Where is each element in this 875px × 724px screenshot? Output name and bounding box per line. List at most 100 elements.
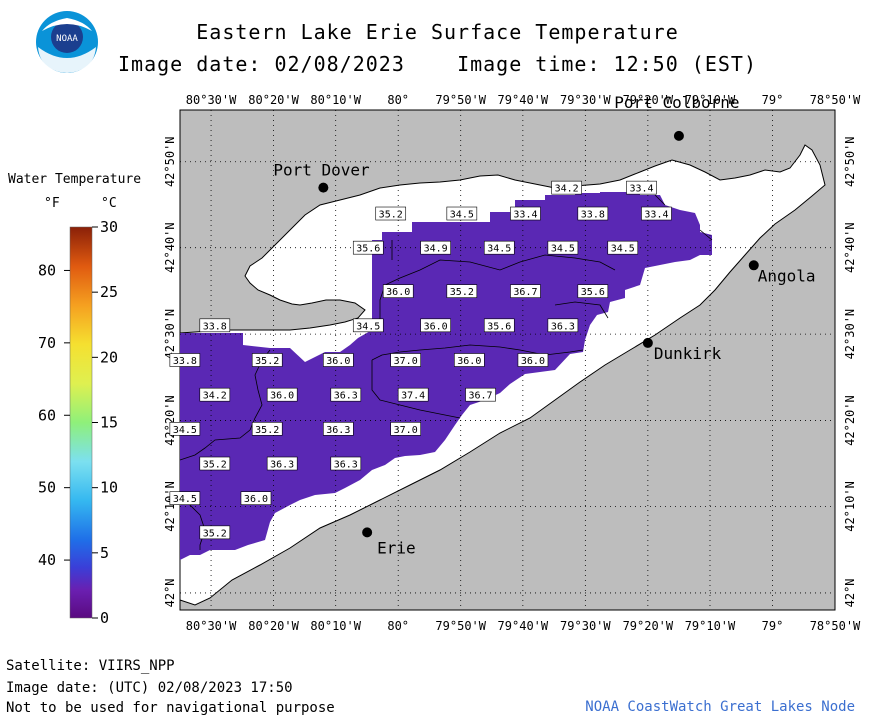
lat-tick-label-right: 42°10'N [843, 481, 857, 532]
temperature-value: 33.4 [629, 184, 653, 195]
lat-tick-label-left: 42°20'N [163, 395, 177, 446]
temperature-value: 35.2 [203, 460, 227, 471]
temperature-value: 34.5 [356, 321, 380, 332]
temperature-label: 35.6 [577, 284, 609, 298]
temperature-label: 34.2 [199, 387, 231, 402]
lat-tick-label-left: 42°40'N [163, 222, 177, 273]
temperature-label: 34.5 [547, 240, 579, 255]
temperature-label: 36.0 [323, 353, 354, 367]
lon-tick-label-top: 80°20'W [248, 93, 299, 107]
city-dot [362, 527, 373, 538]
temperature-value: 35.6 [581, 287, 605, 298]
lon-tick-label-top: 79°20'W [623, 93, 674, 107]
footer-satellite: Satellite: VIIRS_NPP [6, 658, 175, 674]
legend-tick-f: 70 [38, 334, 56, 352]
temperature-value: 36.7 [513, 287, 537, 298]
footer-credit: NOAA CoastWatch Great Lakes Node [585, 699, 855, 715]
temperature-value: 35.2 [379, 210, 403, 221]
legend-tick-f: 80 [38, 261, 56, 279]
city-dot [642, 337, 653, 348]
temperature-value: 36.7 [469, 391, 493, 402]
temperature-label: 35.2 [199, 456, 231, 471]
temperature-label: 36.7 [510, 284, 541, 298]
temperature-label: 33.4 [641, 206, 672, 221]
lon-tick-label-bottom: 80°30'W [186, 619, 237, 633]
legend-tick-c: 20 [100, 348, 118, 366]
temperature-label: 36.0 [420, 318, 451, 332]
city-name: Erie [377, 538, 416, 557]
temperature-label: 34.5 [169, 491, 201, 505]
lat-tick-label-left: 42°50'N [163, 136, 177, 187]
lon-tick-label-bottom: 78°50'W [810, 619, 861, 633]
lon-tick-label-top: 79° [762, 93, 784, 107]
footer-image-date-utc: Image date: (UTC) 02/08/2023 17:50 [6, 680, 293, 696]
temperature-value: 36.0 [326, 356, 350, 367]
map-title: Eastern Lake Erie Surface Temperature [196, 20, 679, 44]
temperature-label: 37.4 [397, 387, 429, 402]
lat-tick-label-left: 42°30'N [163, 309, 177, 360]
temperature-value: 33.8 [203, 321, 227, 332]
temperature-value: 33.8 [581, 210, 605, 221]
lon-tick-label-bottom: 79°20'W [623, 619, 674, 633]
lat-tick-label-left: 42°10'N [163, 481, 177, 532]
temperature-label: 33.8 [577, 206, 609, 221]
temperature-value: 33.4 [644, 210, 668, 221]
lon-tick-label-bottom: 80°10'W [310, 619, 361, 633]
temperature-value: 35.2 [255, 425, 279, 436]
city-dot [318, 182, 329, 193]
temperature-value: 33.4 [513, 210, 537, 221]
temperature-value: 35.6 [356, 244, 380, 255]
image-date-label: Image date: 02/08/2023 [117, 52, 405, 76]
city-marker: Port Dover [273, 161, 370, 193]
temperature-label: 33.8 [199, 318, 231, 332]
temperature-label: 34.5 [169, 422, 201, 436]
legend-unit-c: °C [101, 196, 117, 211]
lat-tick-label-left: 42°N [163, 578, 177, 607]
temperature-value: 37.0 [394, 356, 418, 367]
temperature-label: 36.3 [547, 318, 579, 332]
temperature-label: 33.8 [169, 353, 201, 367]
temperature-value: 36.3 [551, 321, 575, 332]
temperature-value: 36.3 [334, 391, 358, 402]
lake-water [179, 144, 826, 606]
lon-tick-label-top: 78°50'W [810, 93, 861, 107]
lon-tick-label-top: 79°40'W [498, 93, 549, 107]
city-dot [748, 260, 759, 271]
city-marker: Port Colborne [614, 93, 740, 141]
city-marker: Erie [362, 527, 416, 557]
legend-tick-f: 50 [38, 479, 56, 497]
temperature-label: 35.2 [251, 353, 283, 367]
temperature-label: 36.0 [517, 353, 549, 367]
temperature-value: 36.0 [424, 321, 448, 332]
temperature-value: 36.3 [270, 460, 294, 471]
city-name: Angola [758, 266, 816, 285]
temperature-label: 36.3 [323, 422, 354, 436]
temperature-value: 34.5 [450, 210, 474, 221]
legend-tick-c: 5 [100, 544, 109, 562]
lon-tick-label-bottom: 80°20'W [248, 619, 299, 633]
temperature-label: 36.3 [266, 456, 298, 471]
temperature-label: 37.0 [390, 353, 421, 367]
legend-tick-c: 0 [100, 609, 109, 627]
land-area [179, 109, 836, 611]
lon-tick-label-bottom: 79°50'W [435, 619, 486, 633]
city-marker: Angola [748, 260, 816, 285]
temperature-value: 36.0 [270, 391, 294, 402]
legend-unit-f: °F [44, 196, 60, 211]
lon-tick-label-top: 79°50'W [435, 93, 486, 107]
legend-tick-c: 10 [100, 479, 118, 497]
legend-tick-c: 30 [100, 218, 118, 236]
city-name: Port Colborne [614, 93, 739, 112]
city-name: Dunkirk [654, 344, 722, 363]
lon-tick-label-bottom: 79° [762, 619, 784, 633]
temperature-label: 35.2 [199, 525, 231, 539]
temperature-value: 34.5 [173, 494, 197, 505]
footer-disclaimer: Not to be used for navigational purpose [6, 700, 335, 716]
temperature-value: 34.5 [611, 244, 635, 255]
temperature-label: 35.6 [352, 240, 384, 255]
water-temperature-area [180, 192, 712, 560]
temperature-value: 37.4 [401, 391, 425, 402]
temperature-label: 35.2 [251, 422, 283, 436]
temperature-value: 36.0 [244, 494, 268, 505]
